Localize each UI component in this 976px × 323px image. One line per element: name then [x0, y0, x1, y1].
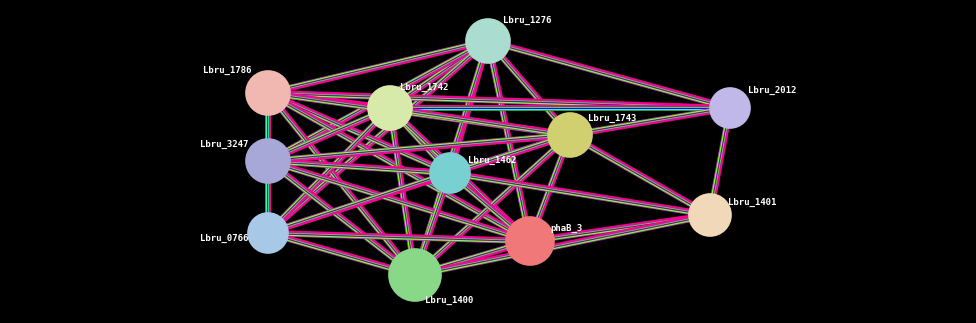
Text: Lbru_3247: Lbru_3247 — [200, 140, 248, 149]
Circle shape — [506, 217, 554, 265]
Circle shape — [368, 86, 412, 130]
Circle shape — [246, 71, 290, 115]
Circle shape — [246, 139, 290, 183]
Text: Lbru_1400: Lbru_1400 — [425, 296, 473, 305]
Circle shape — [466, 19, 510, 63]
Text: Lbru_1401: Lbru_1401 — [728, 198, 776, 207]
Text: Lbru_2012: Lbru_2012 — [748, 86, 796, 95]
Circle shape — [710, 88, 750, 128]
Text: Lbru_1462: Lbru_1462 — [468, 156, 516, 165]
Text: Lbru_1742: Lbru_1742 — [400, 83, 448, 92]
Text: Lbru_1786: Lbru_1786 — [203, 66, 252, 75]
Text: Lbru_1743: Lbru_1743 — [588, 114, 636, 123]
Text: phaB_3: phaB_3 — [550, 224, 583, 233]
Circle shape — [389, 249, 441, 301]
Circle shape — [430, 153, 470, 193]
Circle shape — [689, 194, 731, 236]
Circle shape — [248, 213, 288, 253]
Text: Lbru_0766: Lbru_0766 — [200, 234, 248, 243]
Circle shape — [548, 113, 592, 157]
Text: Lbru_1276: Lbru_1276 — [503, 16, 551, 25]
